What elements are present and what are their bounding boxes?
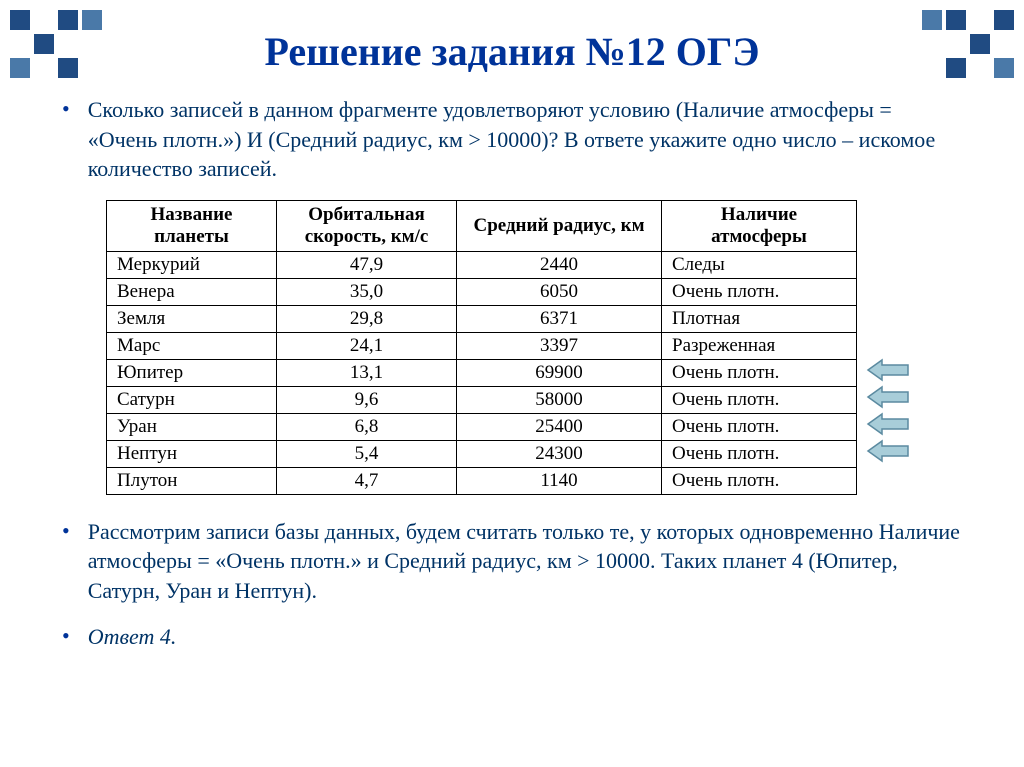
cell-name: Плутон <box>107 467 277 494</box>
decor-square <box>34 10 54 30</box>
decor-square <box>994 58 1014 78</box>
decor-square <box>922 10 942 30</box>
arrow-left-icon <box>866 438 910 464</box>
cell-radius: 25400 <box>457 413 662 440</box>
cell-atmo: Очень плотн. <box>662 359 857 386</box>
table-row: Уран6,825400Очень плотн. <box>107 413 857 440</box>
cell-speed: 13,1 <box>277 359 457 386</box>
bullet-marker: • <box>62 95 70 124</box>
cell-radius: 6371 <box>457 305 662 332</box>
cell-name: Нептун <box>107 440 277 467</box>
cell-name: Марс <box>107 332 277 359</box>
cell-atmo: Плотная <box>662 305 857 332</box>
cell-speed: 9,6 <box>277 386 457 413</box>
cell-atmo: Следы <box>662 251 857 278</box>
cell-atmo: Очень плотн. <box>662 413 857 440</box>
cell-name: Уран <box>107 413 277 440</box>
table-row: Плутон4,71140Очень плотн. <box>107 467 857 494</box>
arrow-left-icon <box>866 411 910 437</box>
cell-speed: 6,8 <box>277 413 457 440</box>
decor-square <box>922 58 942 78</box>
cell-name: Земля <box>107 305 277 332</box>
content: • Сколько записей в данном фрагменте удо… <box>0 75 1024 652</box>
th-atmo: Наличие атмосферы <box>662 201 857 252</box>
cell-radius: 1140 <box>457 467 662 494</box>
cell-name: Сатурн <box>107 386 277 413</box>
decor-square <box>58 10 78 30</box>
table-row: Меркурий47,92440Следы <box>107 251 857 278</box>
slide-title: Решение задания №12 ОГЭ <box>0 0 1024 75</box>
table-row: Нептун5,424300Очень плотн. <box>107 440 857 467</box>
bullet-marker: • <box>62 517 70 546</box>
arrow-left-icon <box>866 384 910 410</box>
cell-atmo: Очень плотн. <box>662 440 857 467</box>
decor-square <box>82 34 102 54</box>
cell-radius: 2440 <box>457 251 662 278</box>
decor-square <box>34 34 54 54</box>
table-header-row: Название планеты Орбитальная скорость, к… <box>107 201 857 252</box>
decor-square <box>82 10 102 30</box>
arrow-left-icon <box>866 357 910 383</box>
slide: Решение задания №12 ОГЭ • Сколько записе… <box>0 0 1024 767</box>
decor-square <box>970 10 990 30</box>
decor-square <box>994 34 1014 54</box>
bullet-answer: • Ответ 4. <box>62 622 962 652</box>
th-radius: Средний радиус, км <box>457 201 662 252</box>
cell-radius: 6050 <box>457 278 662 305</box>
bullet-marker: • <box>62 622 70 651</box>
cell-radius: 24300 <box>457 440 662 467</box>
question-text: Сколько записей в данном фрагменте удовл… <box>88 95 962 184</box>
table-row: Земля29,86371Плотная <box>107 305 857 332</box>
th-name: Название планеты <box>107 201 277 252</box>
explanation-text: Рассмотрим записи базы данных, будем счи… <box>88 517 962 606</box>
table-row: Сатурн9,658000Очень плотн. <box>107 386 857 413</box>
cell-radius: 69900 <box>457 359 662 386</box>
decor-square <box>10 34 30 54</box>
decor-square <box>946 58 966 78</box>
decor-square <box>946 10 966 30</box>
cell-radius: 3397 <box>457 332 662 359</box>
table-wrap: Название планеты Орбитальная скорость, к… <box>106 200 962 495</box>
answer-text: Ответ 4. <box>88 622 177 652</box>
decor-square <box>922 34 942 54</box>
decor-square <box>970 34 990 54</box>
decor-square <box>34 58 54 78</box>
cell-name: Юпитер <box>107 359 277 386</box>
decor-square <box>58 58 78 78</box>
planets-table: Название планеты Орбитальная скорость, к… <box>106 200 857 495</box>
cell-atmo: Очень плотн. <box>662 386 857 413</box>
cell-speed: 5,4 <box>277 440 457 467</box>
decor-right <box>922 10 1014 78</box>
decor-square <box>970 58 990 78</box>
cell-name: Меркурий <box>107 251 277 278</box>
cell-speed: 35,0 <box>277 278 457 305</box>
cell-atmo: Очень плотн. <box>662 467 857 494</box>
decor-square <box>10 58 30 78</box>
cell-atmo: Очень плотн. <box>662 278 857 305</box>
decor-square <box>82 58 102 78</box>
decor-square <box>946 34 966 54</box>
th-speed: Орбитальная скорость, км/с <box>277 201 457 252</box>
cell-speed: 29,8 <box>277 305 457 332</box>
cell-speed: 47,9 <box>277 251 457 278</box>
table-row: Юпитер13,169900Очень плотн. <box>107 359 857 386</box>
table-row: Марс24,13397Разреженная <box>107 332 857 359</box>
cell-name: Венера <box>107 278 277 305</box>
cell-radius: 58000 <box>457 386 662 413</box>
cell-speed: 4,7 <box>277 467 457 494</box>
bullet-question: • Сколько записей в данном фрагменте удо… <box>62 95 962 184</box>
bullet-explanation: • Рассмотрим записи базы данных, будем с… <box>62 517 962 606</box>
table-row: Венера35,06050Очень плотн. <box>107 278 857 305</box>
decor-square <box>994 10 1014 30</box>
cell-speed: 24,1 <box>277 332 457 359</box>
decor-square <box>10 10 30 30</box>
decor-left <box>10 10 102 78</box>
cell-atmo: Разреженная <box>662 332 857 359</box>
decor-square <box>58 34 78 54</box>
